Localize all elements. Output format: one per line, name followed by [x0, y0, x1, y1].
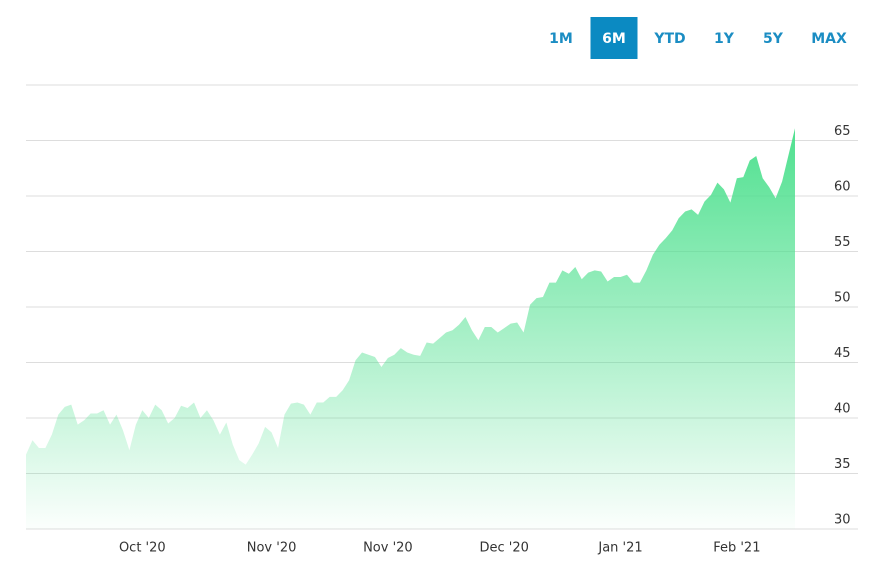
y-tick-label: 30 [834, 513, 851, 528]
y-tick-label: 55 [834, 235, 851, 250]
x-tick-label: Nov '20 [363, 541, 413, 556]
range-button[interactable]: MAX [811, 31, 847, 47]
y-tick-label: 50 [834, 291, 851, 306]
range-button-bg[interactable] [590, 17, 638, 59]
range-button[interactable]: 6M [590, 17, 638, 59]
y-tick-label: 35 [834, 457, 851, 472]
y-tick-label: 40 [834, 402, 851, 417]
range-button[interactable]: 1Y [714, 31, 735, 47]
y-tick-label: 45 [834, 346, 851, 361]
x-tick-label: Jan '21 [597, 541, 642, 556]
range-button-label[interactable]: 1Y [714, 31, 735, 47]
area [26, 128, 795, 530]
y-tick-label: 60 [834, 180, 851, 195]
x-tick-label: Dec '20 [479, 541, 528, 556]
range-button-label[interactable]: 5Y [763, 31, 784, 47]
range-button-label[interactable]: 6M [602, 31, 626, 47]
range-button[interactable]: YTD [653, 31, 685, 47]
range-button[interactable]: 5Y [763, 31, 784, 47]
range-button[interactable]: 1M [549, 31, 573, 47]
x-tick-label: Feb '21 [713, 541, 760, 556]
range-button-label[interactable]: 1M [549, 31, 573, 47]
range-button-label[interactable]: MAX [811, 31, 847, 47]
range-button-label[interactable]: YTD [653, 31, 685, 47]
x-tick-label: Oct '20 [119, 541, 166, 556]
y-tick-label: 65 [834, 124, 851, 139]
x-tick-label: Nov '20 [247, 541, 297, 556]
